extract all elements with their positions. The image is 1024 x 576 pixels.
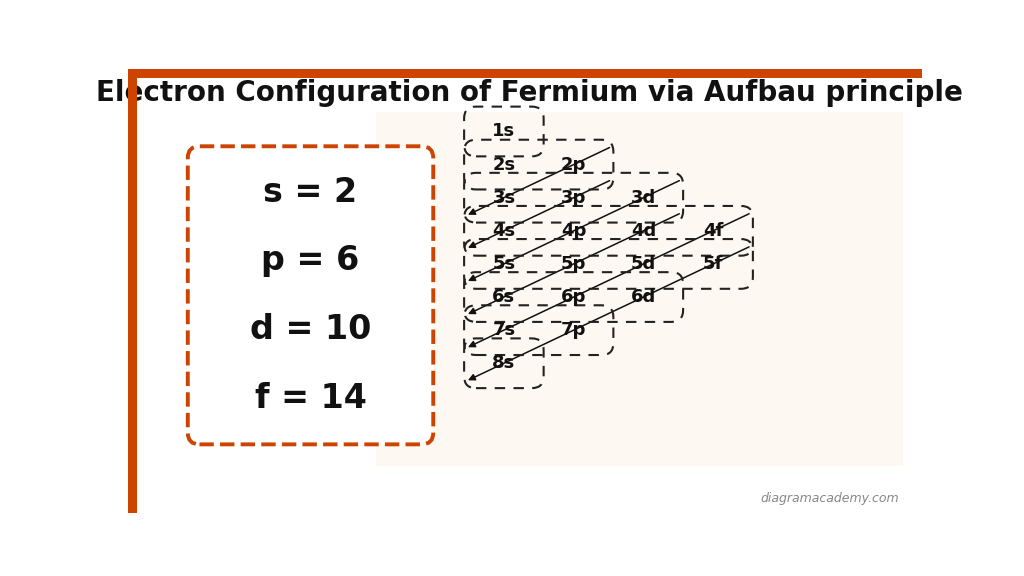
Text: 1s: 1s — [493, 123, 515, 141]
Text: 7p: 7p — [561, 321, 587, 339]
Text: 4d: 4d — [631, 222, 656, 240]
Text: 6p: 6p — [561, 288, 587, 306]
Text: 2s: 2s — [493, 156, 515, 173]
Text: s = 2: s = 2 — [263, 176, 357, 209]
Text: 3p: 3p — [561, 189, 587, 207]
Text: p = 6: p = 6 — [261, 244, 359, 278]
Text: 4s: 4s — [493, 222, 515, 240]
Text: d = 10: d = 10 — [250, 313, 372, 346]
Text: 5s: 5s — [493, 255, 515, 273]
Text: 5p: 5p — [561, 255, 587, 273]
Text: 5d: 5d — [631, 255, 656, 273]
Bar — [128, 69, 922, 78]
Text: diagramacademy.com: diagramacademy.com — [761, 492, 899, 505]
Text: 3s: 3s — [493, 189, 515, 207]
Text: 3d: 3d — [631, 189, 656, 207]
Bar — [376, 112, 903, 467]
Text: 6s: 6s — [493, 288, 515, 306]
Text: 7s: 7s — [493, 321, 515, 339]
Text: 2p: 2p — [561, 156, 587, 173]
Bar — [128, 69, 137, 513]
Text: 4f: 4f — [702, 222, 723, 240]
Text: f = 14: f = 14 — [255, 382, 367, 415]
Text: 6d: 6d — [631, 288, 656, 306]
FancyBboxPatch shape — [187, 146, 433, 444]
Text: 4p: 4p — [561, 222, 587, 240]
Text: 8s: 8s — [493, 354, 515, 372]
Text: Electron Configuration of Fermium via Aufbau principle: Electron Configuration of Fermium via Au… — [96, 79, 963, 107]
Text: 5f: 5f — [702, 255, 723, 273]
